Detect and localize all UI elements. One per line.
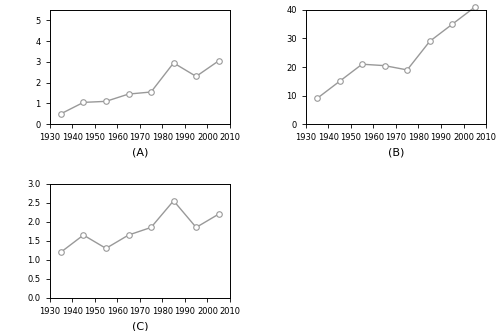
- X-axis label: (B): (B): [388, 148, 404, 158]
- X-axis label: (A): (A): [131, 148, 148, 158]
- X-axis label: (C): (C): [131, 321, 148, 331]
